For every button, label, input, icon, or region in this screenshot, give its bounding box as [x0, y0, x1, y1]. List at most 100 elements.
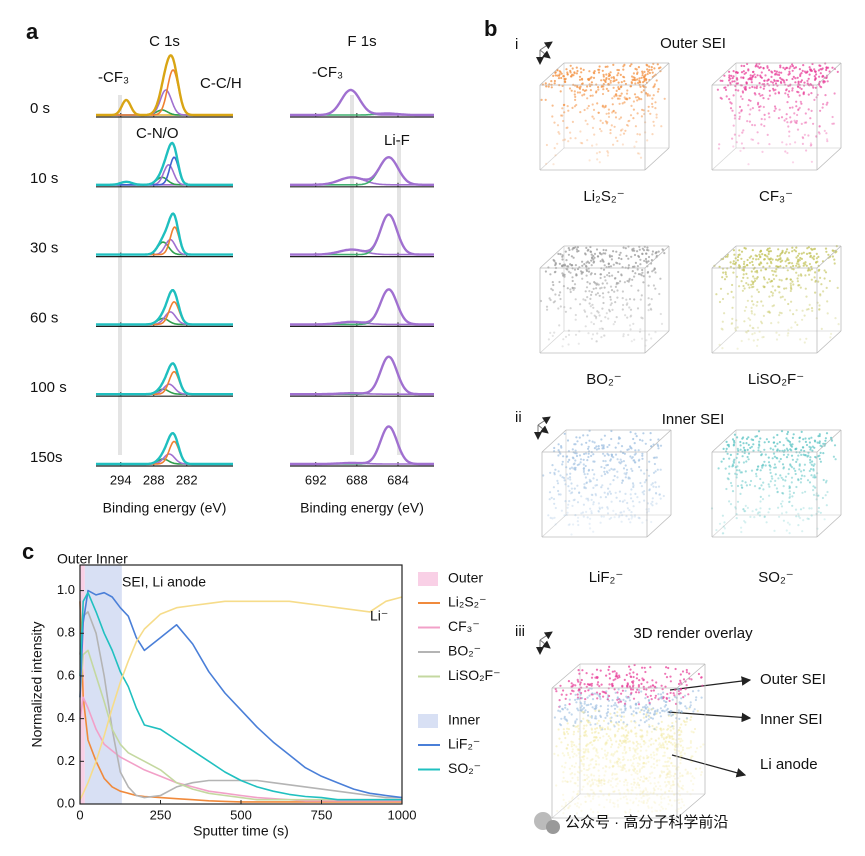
- render-dot: [813, 98, 816, 101]
- render-dot: [685, 684, 688, 687]
- render-dot: [584, 733, 587, 736]
- render-dot: [688, 672, 691, 675]
- render-dot: [819, 109, 822, 112]
- render-dot: [739, 440, 742, 444]
- render-dot: [571, 276, 574, 279]
- render-dot: [592, 797, 595, 800]
- render-dot: [671, 764, 675, 768]
- render-dot: [729, 265, 733, 268]
- render-dot: [586, 123, 589, 126]
- render-dot: [802, 64, 805, 67]
- render-dot: [608, 766, 611, 769]
- render-dot: [722, 457, 725, 460]
- render-dot: [752, 449, 755, 452]
- render-dot: [677, 692, 681, 695]
- render-dot: [758, 109, 761, 112]
- render-dot: [598, 294, 601, 297]
- render-dot: [724, 88, 728, 91]
- render-dot: [834, 317, 837, 320]
- render-dot: [833, 444, 837, 447]
- render-dot: [606, 714, 609, 717]
- render-dot: [621, 684, 624, 688]
- render-dot: [671, 735, 674, 738]
- render-dot: [679, 673, 682, 676]
- render-dot: [638, 763, 641, 766]
- render-dot: [584, 325, 587, 328]
- render-dot: [781, 491, 784, 495]
- render-dot: [623, 705, 626, 708]
- render-dot: [579, 758, 582, 761]
- render-dot: [618, 758, 621, 761]
- render-dot: [733, 433, 737, 436]
- render-dot: [621, 143, 625, 146]
- render-dot: [751, 333, 754, 336]
- render-dot: [750, 295, 753, 298]
- render-dot: [666, 765, 669, 768]
- render-dot: [767, 97, 770, 100]
- render-dot: [608, 77, 611, 81]
- render-dot: [751, 123, 754, 127]
- render-dot: [811, 309, 814, 312]
- render-dot: [776, 457, 779, 460]
- x-tick-label: 500: [230, 807, 252, 822]
- render-dot: [589, 89, 593, 92]
- render-dot: [614, 691, 617, 694]
- render-dot: [576, 698, 579, 701]
- render-dot: [740, 530, 743, 534]
- render-dot: [632, 778, 636, 781]
- render-dot: [553, 79, 557, 83]
- render-dot: [752, 438, 755, 442]
- render-dot: [584, 698, 587, 701]
- render-dot: [814, 86, 818, 89]
- render-dot: [748, 120, 752, 123]
- render-dot: [626, 683, 630, 686]
- render-dot: [666, 768, 669, 771]
- render-dot: [603, 749, 607, 752]
- render-dot: [639, 81, 642, 84]
- render-dot: [578, 771, 581, 774]
- render-dot: [694, 750, 697, 753]
- render-dot: [807, 108, 810, 111]
- render-dot: [791, 63, 794, 66]
- render-dot: [569, 71, 572, 74]
- render-dot: [577, 748, 580, 751]
- render-dot: [679, 762, 682, 765]
- render-dot: [596, 332, 599, 335]
- render-dot: [585, 774, 589, 777]
- render-dot: [780, 71, 783, 74]
- render-dot: [774, 445, 777, 448]
- render-dot: [607, 291, 610, 294]
- render-dot: [577, 752, 580, 755]
- render-dot: [690, 760, 693, 764]
- render-dot: [692, 783, 695, 786]
- render-dot: [668, 799, 672, 802]
- render-dot: [763, 124, 766, 128]
- render-dot: [678, 711, 681, 714]
- render-dot: [616, 799, 619, 802]
- render-dot: [721, 532, 724, 535]
- render-dot: [609, 492, 613, 495]
- render-dot: [581, 756, 585, 759]
- render-dot: [545, 143, 549, 147]
- render-dot: [815, 73, 818, 76]
- render-dot: [567, 523, 570, 527]
- render-dot: [614, 446, 617, 449]
- render-dot: [571, 797, 574, 801]
- render-dot: [622, 766, 625, 770]
- render-dot: [576, 484, 579, 487]
- render-dot: [609, 798, 612, 802]
- render-dot: [778, 441, 782, 444]
- render-dot: [666, 747, 669, 750]
- render-dot: [620, 445, 624, 448]
- render-dot: [643, 472, 646, 475]
- render-dot: [812, 489, 815, 492]
- render-dot: [630, 340, 633, 343]
- render-dot: [604, 692, 608, 695]
- render-dot: [651, 497, 654, 500]
- render-dot: [587, 743, 590, 746]
- render-dot: [761, 150, 764, 153]
- render-dot: [587, 469, 590, 472]
- render-dot: [731, 438, 735, 441]
- render-dot: [639, 778, 642, 782]
- render-dot: [613, 468, 616, 471]
